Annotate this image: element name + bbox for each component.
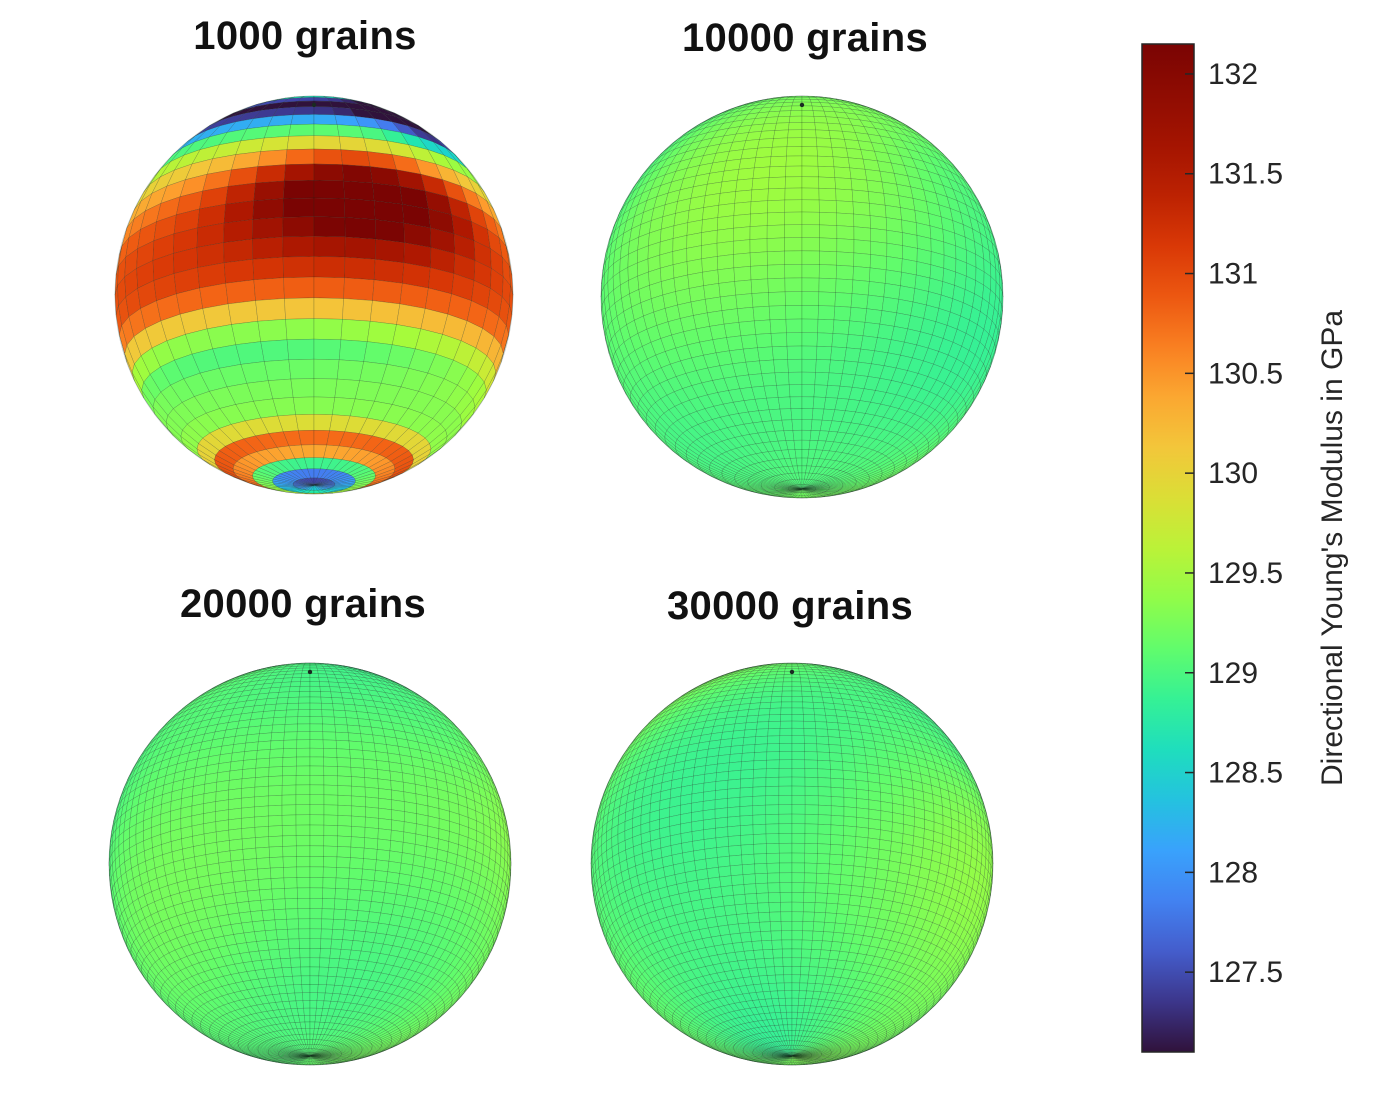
sphere-cell	[801, 488, 807, 493]
north-pole-marker	[799, 102, 805, 108]
sphere-cell	[789, 485, 803, 490]
sphere-cell	[799, 484, 803, 490]
panel-title-1000: 1000 grains	[193, 14, 417, 58]
panel-title-10000: 10000 grains	[682, 16, 928, 60]
sphere-cell	[313, 477, 325, 486]
sphere-cell	[313, 482, 336, 486]
sphere-cell	[797, 488, 803, 493]
sphere-cell	[788, 486, 803, 490]
sphere-cell	[313, 481, 336, 486]
sphere-surface	[114, 95, 514, 495]
sphere-cell	[790, 485, 803, 490]
sphere-cell	[796, 488, 803, 493]
sphere-10000-grains	[600, 95, 1004, 499]
sphere-cell	[292, 484, 315, 487]
sphere-cell	[313, 484, 336, 487]
sphere-outline	[114, 95, 514, 495]
sphere-cell	[306, 484, 315, 491]
sphere-cell	[792, 484, 803, 490]
sphere-cell	[787, 487, 803, 490]
sphere-cell	[801, 484, 807, 490]
panel-title-20000: 20000 grains	[180, 582, 426, 626]
sphere-1000-grains	[114, 95, 514, 495]
sphere-cell	[801, 488, 816, 491]
sphere-cell	[292, 481, 315, 486]
sphere-cell	[801, 488, 815, 492]
sphere-cell	[794, 488, 803, 493]
sphere-cell	[795, 488, 803, 493]
sphere-cell	[293, 481, 315, 486]
sphere-cell	[313, 478, 330, 486]
panel-title-30000: 30000 grains	[667, 584, 913, 628]
sphere-cell	[801, 488, 813, 492]
sphere-cell	[788, 488, 803, 491]
sphere-cell	[801, 488, 814, 492]
sphere-cell	[313, 478, 328, 486]
sphere-cell	[313, 477, 321, 486]
sphere-cell	[313, 484, 334, 488]
sphere-cell	[789, 488, 803, 492]
sphere-cell	[301, 484, 315, 490]
north-pole-marker	[311, 102, 317, 108]
sphere-cell	[789, 485, 803, 490]
sphere-cell	[801, 485, 815, 490]
sphere-surface	[600, 95, 1004, 499]
sphere-cell	[313, 484, 318, 491]
sphere-surface	[108, 662, 512, 1066]
sphere-cell	[801, 487, 817, 490]
sphere-cell	[801, 486, 816, 490]
sphere-cell	[801, 488, 805, 493]
sphere-outline	[600, 95, 1004, 499]
sphere-cell	[801, 484, 809, 490]
sphere-cell	[801, 484, 810, 490]
sphere-cell	[801, 488, 804, 493]
sphere-20000-grains	[108, 662, 512, 1066]
sphere-cell	[313, 479, 332, 486]
sphere-cell	[299, 484, 315, 490]
